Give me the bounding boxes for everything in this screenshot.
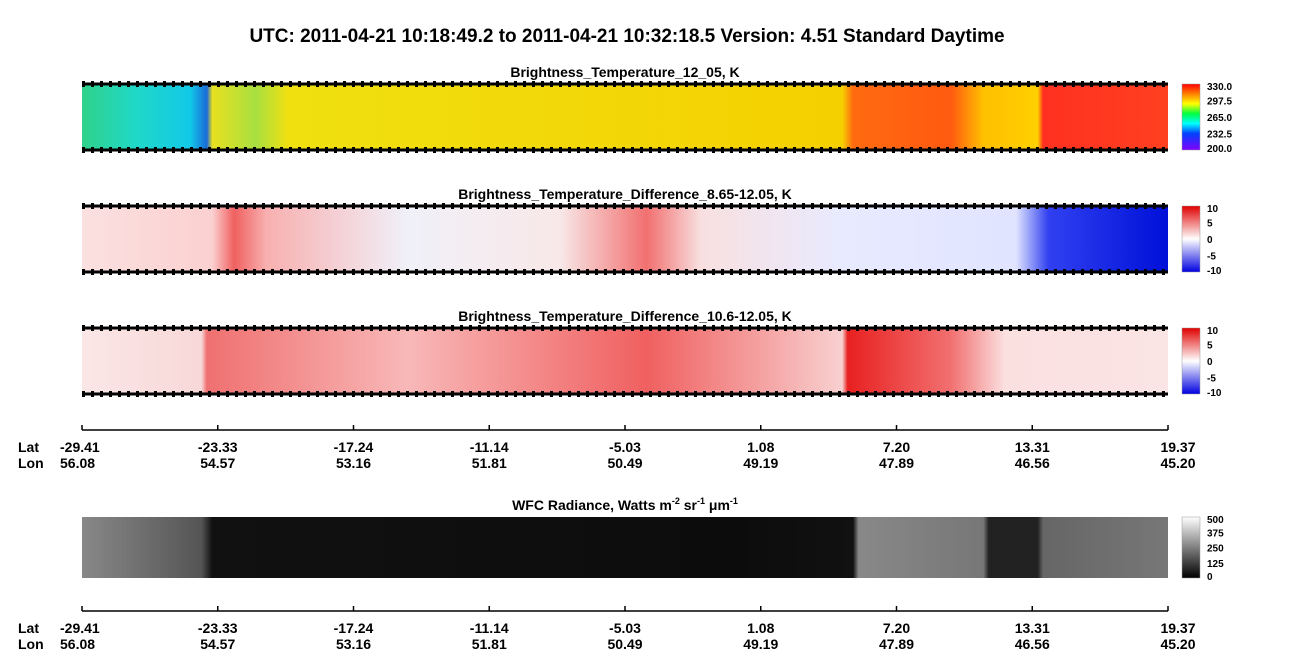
colorbar-label: 500 — [1207, 515, 1224, 526]
colorbar-label: 0 — [1207, 357, 1213, 368]
lon-value: 53.16 — [336, 636, 371, 652]
lat-value: -5.03 — [609, 620, 641, 636]
colorbar — [1181, 83, 1201, 151]
lon-value: 51.81 — [472, 455, 507, 471]
colorbar-label: 375 — [1207, 528, 1224, 539]
lon-value: 50.49 — [607, 455, 642, 471]
colorbar-label: 0 — [1207, 572, 1213, 583]
panel-title: WFC Radiance, Watts m-2 sr-1 μm-1 — [512, 496, 738, 513]
panel-title: Brightness_Temperature_Difference_10.6-1… — [458, 308, 792, 324]
title-part: Brightness_Temperature_Difference_8.65-1… — [458, 186, 792, 202]
lat-value: 1.08 — [747, 620, 774, 636]
title-part: sr — [680, 497, 698, 513]
colorbar-label: -5 — [1207, 374, 1216, 385]
lon-value: 51.81 — [472, 636, 507, 652]
lon-value: 53.16 — [336, 455, 371, 471]
colorbar-label: 200.0 — [1207, 144, 1232, 155]
title-part: -1 — [697, 496, 705, 506]
colorbar-label: -5 — [1207, 252, 1216, 263]
lon-value: 56.08 — [60, 636, 95, 652]
lat-value: 1.08 — [747, 439, 774, 455]
colorbar-label: -10 — [1207, 266, 1222, 277]
colorbar-label: 125 — [1207, 559, 1224, 570]
colorbar-label: 297.5 — [1207, 97, 1232, 108]
colorbar-label: 232.5 — [1207, 130, 1232, 141]
lat-value: -17.24 — [334, 620, 374, 636]
lat-value: 7.20 — [883, 620, 910, 636]
lon-value: 54.57 — [200, 455, 235, 471]
colorbar-label: 10 — [1207, 326, 1219, 337]
lat-value: -11.14 — [470, 439, 509, 455]
lat-value: 19.37 — [1160, 620, 1195, 636]
lon-value: 45.20 — [1160, 636, 1195, 652]
colorbar-label: 5 — [1207, 219, 1213, 230]
lat-value: 19.37 — [1160, 439, 1195, 455]
swath-image — [82, 84, 1168, 150]
panel-title: Brightness_Temperature_Difference_8.65-1… — [458, 186, 792, 202]
title-part: μm — [705, 497, 730, 513]
lon-value: 49.19 — [743, 455, 778, 471]
lon-value: 46.56 — [1015, 455, 1050, 471]
lon-value: 54.57 — [200, 636, 235, 652]
lat-value: -5.03 — [609, 439, 641, 455]
lon-label: Lon — [18, 455, 44, 471]
lon-label: Lon — [18, 636, 44, 652]
lon-value: 46.56 — [1015, 636, 1050, 652]
lon-value: 50.49 — [607, 636, 642, 652]
lat-value: 13.31 — [1015, 439, 1050, 455]
swath-image — [82, 206, 1168, 272]
lon-value: 47.89 — [879, 455, 914, 471]
title-part: WFC Radiance, Watts m — [512, 497, 672, 513]
colorbar-label: 250 — [1207, 544, 1224, 555]
page-title: UTC: 2011-04-21 10:18:49.2 to 2011-04-21… — [249, 26, 1004, 47]
lat-label: Lat — [18, 439, 39, 455]
panel-title: Brightness_Temperature_12_05, K — [510, 64, 739, 80]
colorbar-label: 10 — [1207, 204, 1219, 215]
lat-value: 13.31 — [1015, 620, 1050, 636]
title-part: Brightness_Temperature_Difference_10.6-1… — [458, 308, 792, 324]
lat-value: -11.14 — [470, 620, 509, 636]
lon-value: 47.89 — [879, 636, 914, 652]
swath-image — [82, 517, 1168, 578]
lat-value: -17.24 — [334, 439, 374, 455]
lat-value: -29.41 — [60, 620, 100, 636]
colorbar-label: 0 — [1207, 235, 1213, 246]
lat-value: -23.33 — [198, 620, 238, 636]
lon-value: 56.08 — [60, 455, 95, 471]
title-part: -1 — [730, 496, 738, 506]
colorbar — [1181, 327, 1201, 395]
lat-value: -29.41 — [60, 439, 100, 455]
colorbar — [1181, 205, 1201, 273]
colorbar-label: 265.0 — [1207, 113, 1232, 124]
lat-label: Lat — [18, 620, 39, 636]
colorbar-label: -10 — [1207, 388, 1222, 399]
lat-value: -23.33 — [198, 439, 238, 455]
lon-value: 45.20 — [1160, 455, 1195, 471]
title-part: -2 — [672, 496, 680, 506]
colorbar-label: 5 — [1207, 341, 1213, 352]
title-part: Brightness_Temperature_12_05, K — [510, 64, 739, 80]
colorbar — [1181, 516, 1201, 579]
swath-image — [82, 328, 1168, 394]
lat-value: 7.20 — [883, 439, 910, 455]
lon-value: 49.19 — [743, 636, 778, 652]
colorbar-label: 330.0 — [1207, 82, 1232, 93]
